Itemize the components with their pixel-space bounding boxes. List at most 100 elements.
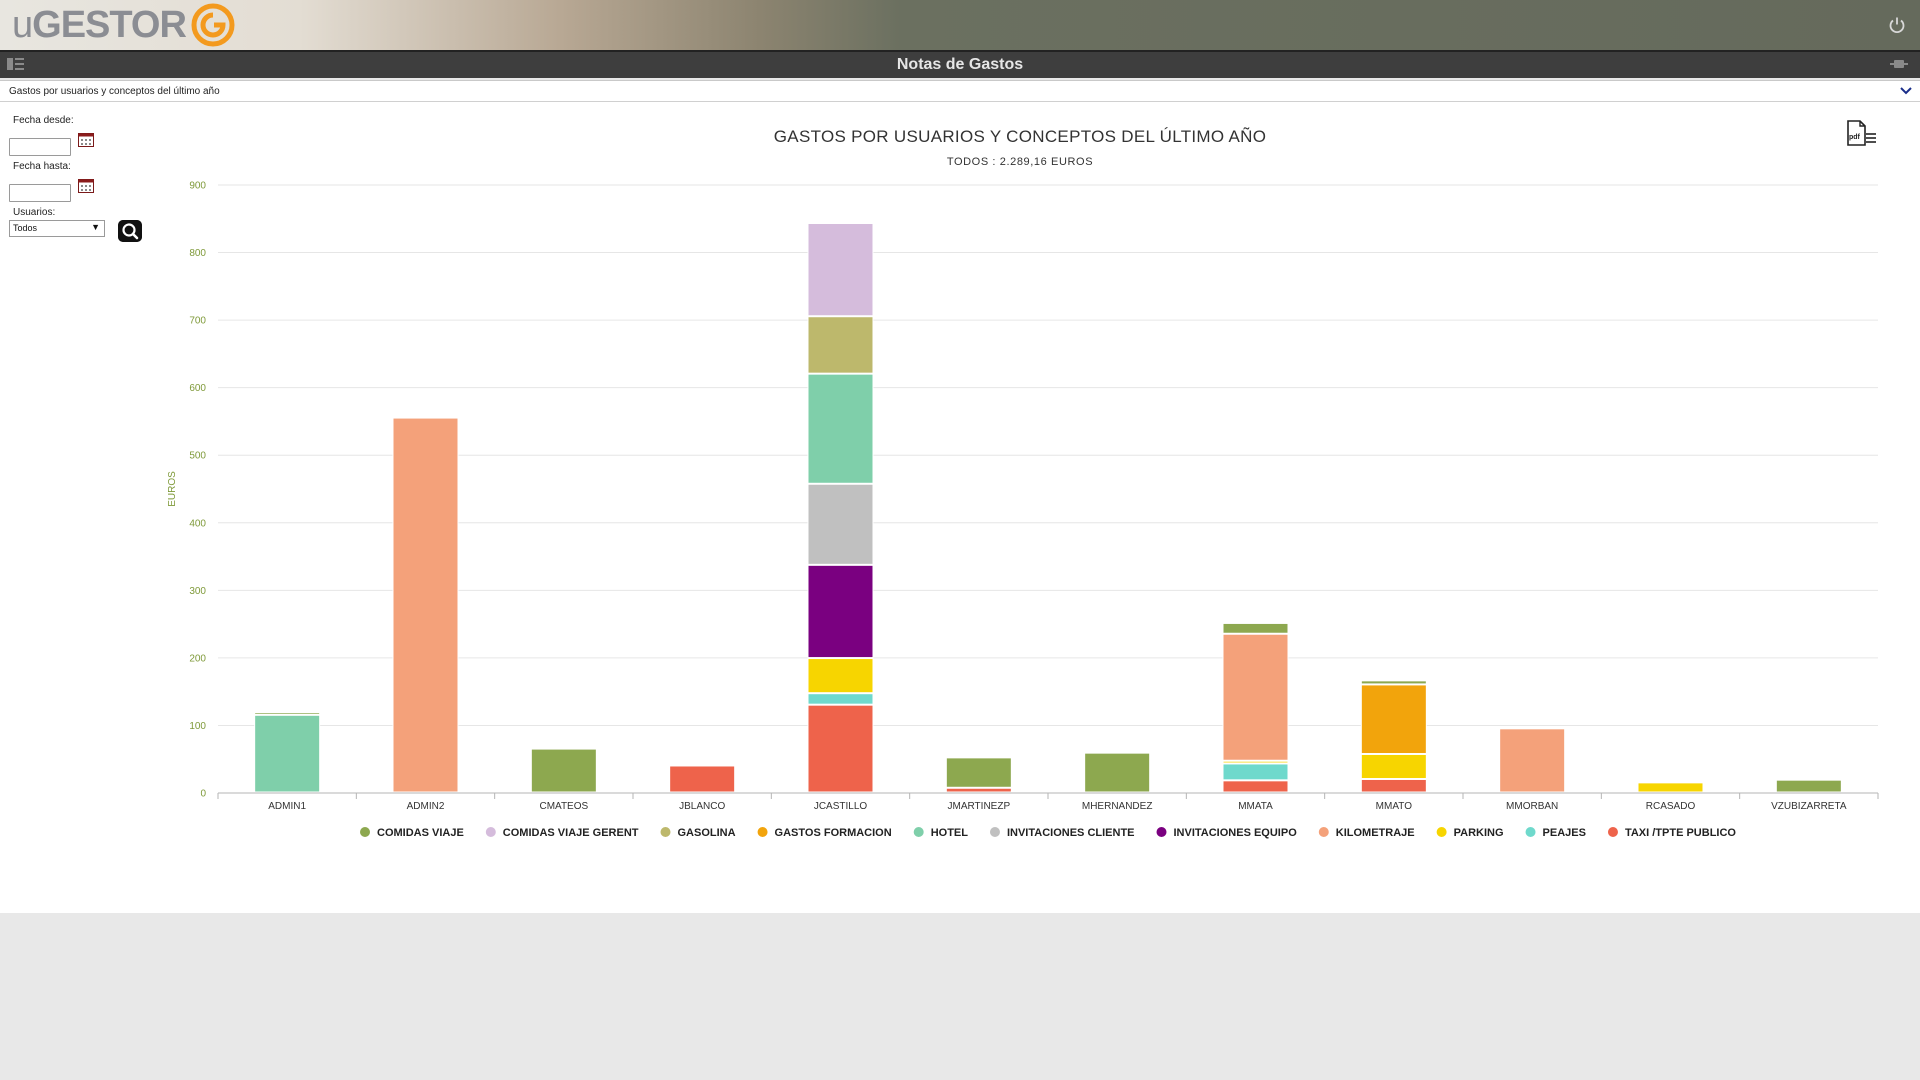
x-tick-label: MHERNANDEZ (1082, 801, 1153, 812)
calendar-icon[interactable] (78, 132, 94, 147)
bar-segment (1360, 753, 1427, 779)
x-tick-label: MMORBAN (1506, 801, 1558, 812)
legend-label: INVITACIONES EQUIPO (1174, 827, 1298, 839)
legend-marker (660, 827, 671, 837)
ugestor-logo: uGESTOR (12, 2, 236, 48)
chevron-down-icon[interactable] (1900, 86, 1912, 96)
legend-label: COMIDAS VIAJE GERENT (503, 827, 639, 839)
y-tick-label: 200 (189, 653, 206, 664)
usuarios-select[interactable]: Todos ▼ (9, 220, 105, 237)
y-tick-label: 900 (189, 181, 206, 192)
logo-main: GESTOR (32, 3, 187, 46)
legend-label: HOTEL (931, 827, 969, 839)
fecha-desde-input[interactable] (9, 138, 71, 156)
menu-icon[interactable] (7, 57, 25, 71)
legend-marker (1436, 827, 1447, 837)
x-tick-label: RCASADO (1646, 801, 1696, 812)
fecha-hasta-input[interactable] (9, 184, 71, 202)
bar-segment (807, 658, 874, 694)
usuarios-select-value: Todos (13, 223, 38, 233)
legend-label: INVITACIONES CLIENTE (1007, 827, 1135, 839)
logo-prefix: u (12, 3, 33, 46)
chart-subtitle: TODOS : 2.289,16 EUROS (946, 156, 1094, 168)
x-tick-label: JBLANCO (679, 801, 725, 812)
legend-marker (1607, 827, 1618, 837)
bar-segment (807, 693, 874, 705)
usuarios-label: Usuarios: (13, 207, 56, 218)
bar-segment (254, 712, 321, 715)
legend-marker (757, 827, 768, 837)
legend-label: COMIDAS VIAJE (377, 827, 464, 839)
y-tick-label: 500 (189, 451, 206, 462)
power-icon[interactable] (1888, 16, 1906, 34)
bar-segment (807, 373, 874, 484)
dropdown-arrow-icon: ▼ (91, 222, 100, 232)
bar-segment (1222, 622, 1289, 634)
bar-segment (807, 564, 874, 659)
y-tick-label: 0 (200, 789, 206, 800)
bar-segment (1360, 680, 1427, 685)
y-axis-label: EUROS (167, 471, 178, 507)
bar-segment (1360, 778, 1427, 793)
y-tick-label: 600 (189, 383, 206, 394)
fecha-hasta-label: Fecha hasta: (13, 161, 71, 172)
bar-segment (1222, 780, 1289, 793)
legend-label: GASOLINA (677, 827, 735, 839)
bar-segment (1222, 763, 1289, 781)
calendar-icon[interactable] (78, 178, 94, 193)
legend-marker (485, 827, 496, 837)
y-tick-label: 400 (189, 518, 206, 529)
legend-label: PEAJES (1543, 827, 1586, 839)
app-header: uGESTOR (0, 0, 1920, 50)
legend-marker (989, 827, 1000, 837)
legend-marker (1318, 827, 1329, 837)
logo-mark-icon (191, 3, 235, 47)
x-tick-label: VZUBIZARRETA (1771, 801, 1847, 812)
fecha-desde-label: Fecha desde: (13, 115, 74, 126)
bar-segment (807, 483, 874, 565)
bar-segment (1775, 779, 1842, 793)
bar-segment (807, 704, 874, 793)
bar-segment (392, 417, 459, 793)
bar-segment (807, 223, 874, 317)
x-tick-label: CMATEOS (539, 801, 588, 812)
legend-marker (360, 827, 371, 837)
filters-panel: Fecha desde: Fecha hasta: Usuarios: Todo… (0, 102, 160, 302)
pdf-export-icon[interactable]: pdf (1846, 120, 1878, 148)
bar-segment (1084, 752, 1151, 793)
chart-title: GASTOS POR USUARIOS Y CONCEPTOS DEL ÚLTI… (773, 127, 1267, 146)
y-tick-label: 700 (189, 316, 206, 327)
legend-marker (913, 827, 924, 837)
bar-segment (669, 765, 736, 793)
bar-segment (945, 757, 1012, 788)
y-tick-label: 800 (189, 248, 206, 259)
window-title: Notas de Gastos (896, 56, 1024, 73)
search-button[interactable] (118, 220, 142, 242)
bar-segment (1222, 633, 1289, 761)
y-tick-label: 300 (189, 586, 206, 597)
logo-text: uGESTOR (12, 3, 187, 47)
bar-segment (1637, 782, 1704, 793)
x-tick-label: ADMIN2 (407, 801, 445, 812)
legend-label: KILOMETRAJE (1336, 827, 1415, 839)
x-tick-label: MMATO (1376, 801, 1413, 812)
bar-segment (945, 787, 1012, 793)
legend-marker (1525, 827, 1536, 837)
x-tick-label: JCASTILLO (814, 801, 868, 812)
bar-segment (530, 748, 597, 793)
bar-segment (254, 714, 321, 793)
bar-segment (1222, 760, 1289, 764)
bar-segment (1499, 728, 1566, 793)
report-name: Gastos por usuarios y conceptos del últi… (9, 86, 220, 97)
pin-icon[interactable] (1890, 57, 1908, 71)
stacked-bar-chart: 0 100 200 300 400 500 600 700 800 900 EUROS ADMIN1 A… (167, 181, 1879, 839)
x-tick-label: JMARTINEZP (948, 801, 1011, 812)
window-titlebar: Notas de Gastos (0, 50, 1920, 78)
legend-label: GASTOS FORMACION (775, 827, 892, 839)
legend-label: TAXI /TPTE PUBLICO (1625, 827, 1736, 839)
x-tick-label: ADMIN1 (268, 801, 306, 812)
x-tick-label: MMATA (1238, 801, 1273, 812)
report-selector-bar[interactable]: Gastos por usuarios y conceptos del últi… (0, 80, 1920, 102)
bar-segment (1360, 684, 1427, 754)
bar-segment (807, 316, 874, 374)
